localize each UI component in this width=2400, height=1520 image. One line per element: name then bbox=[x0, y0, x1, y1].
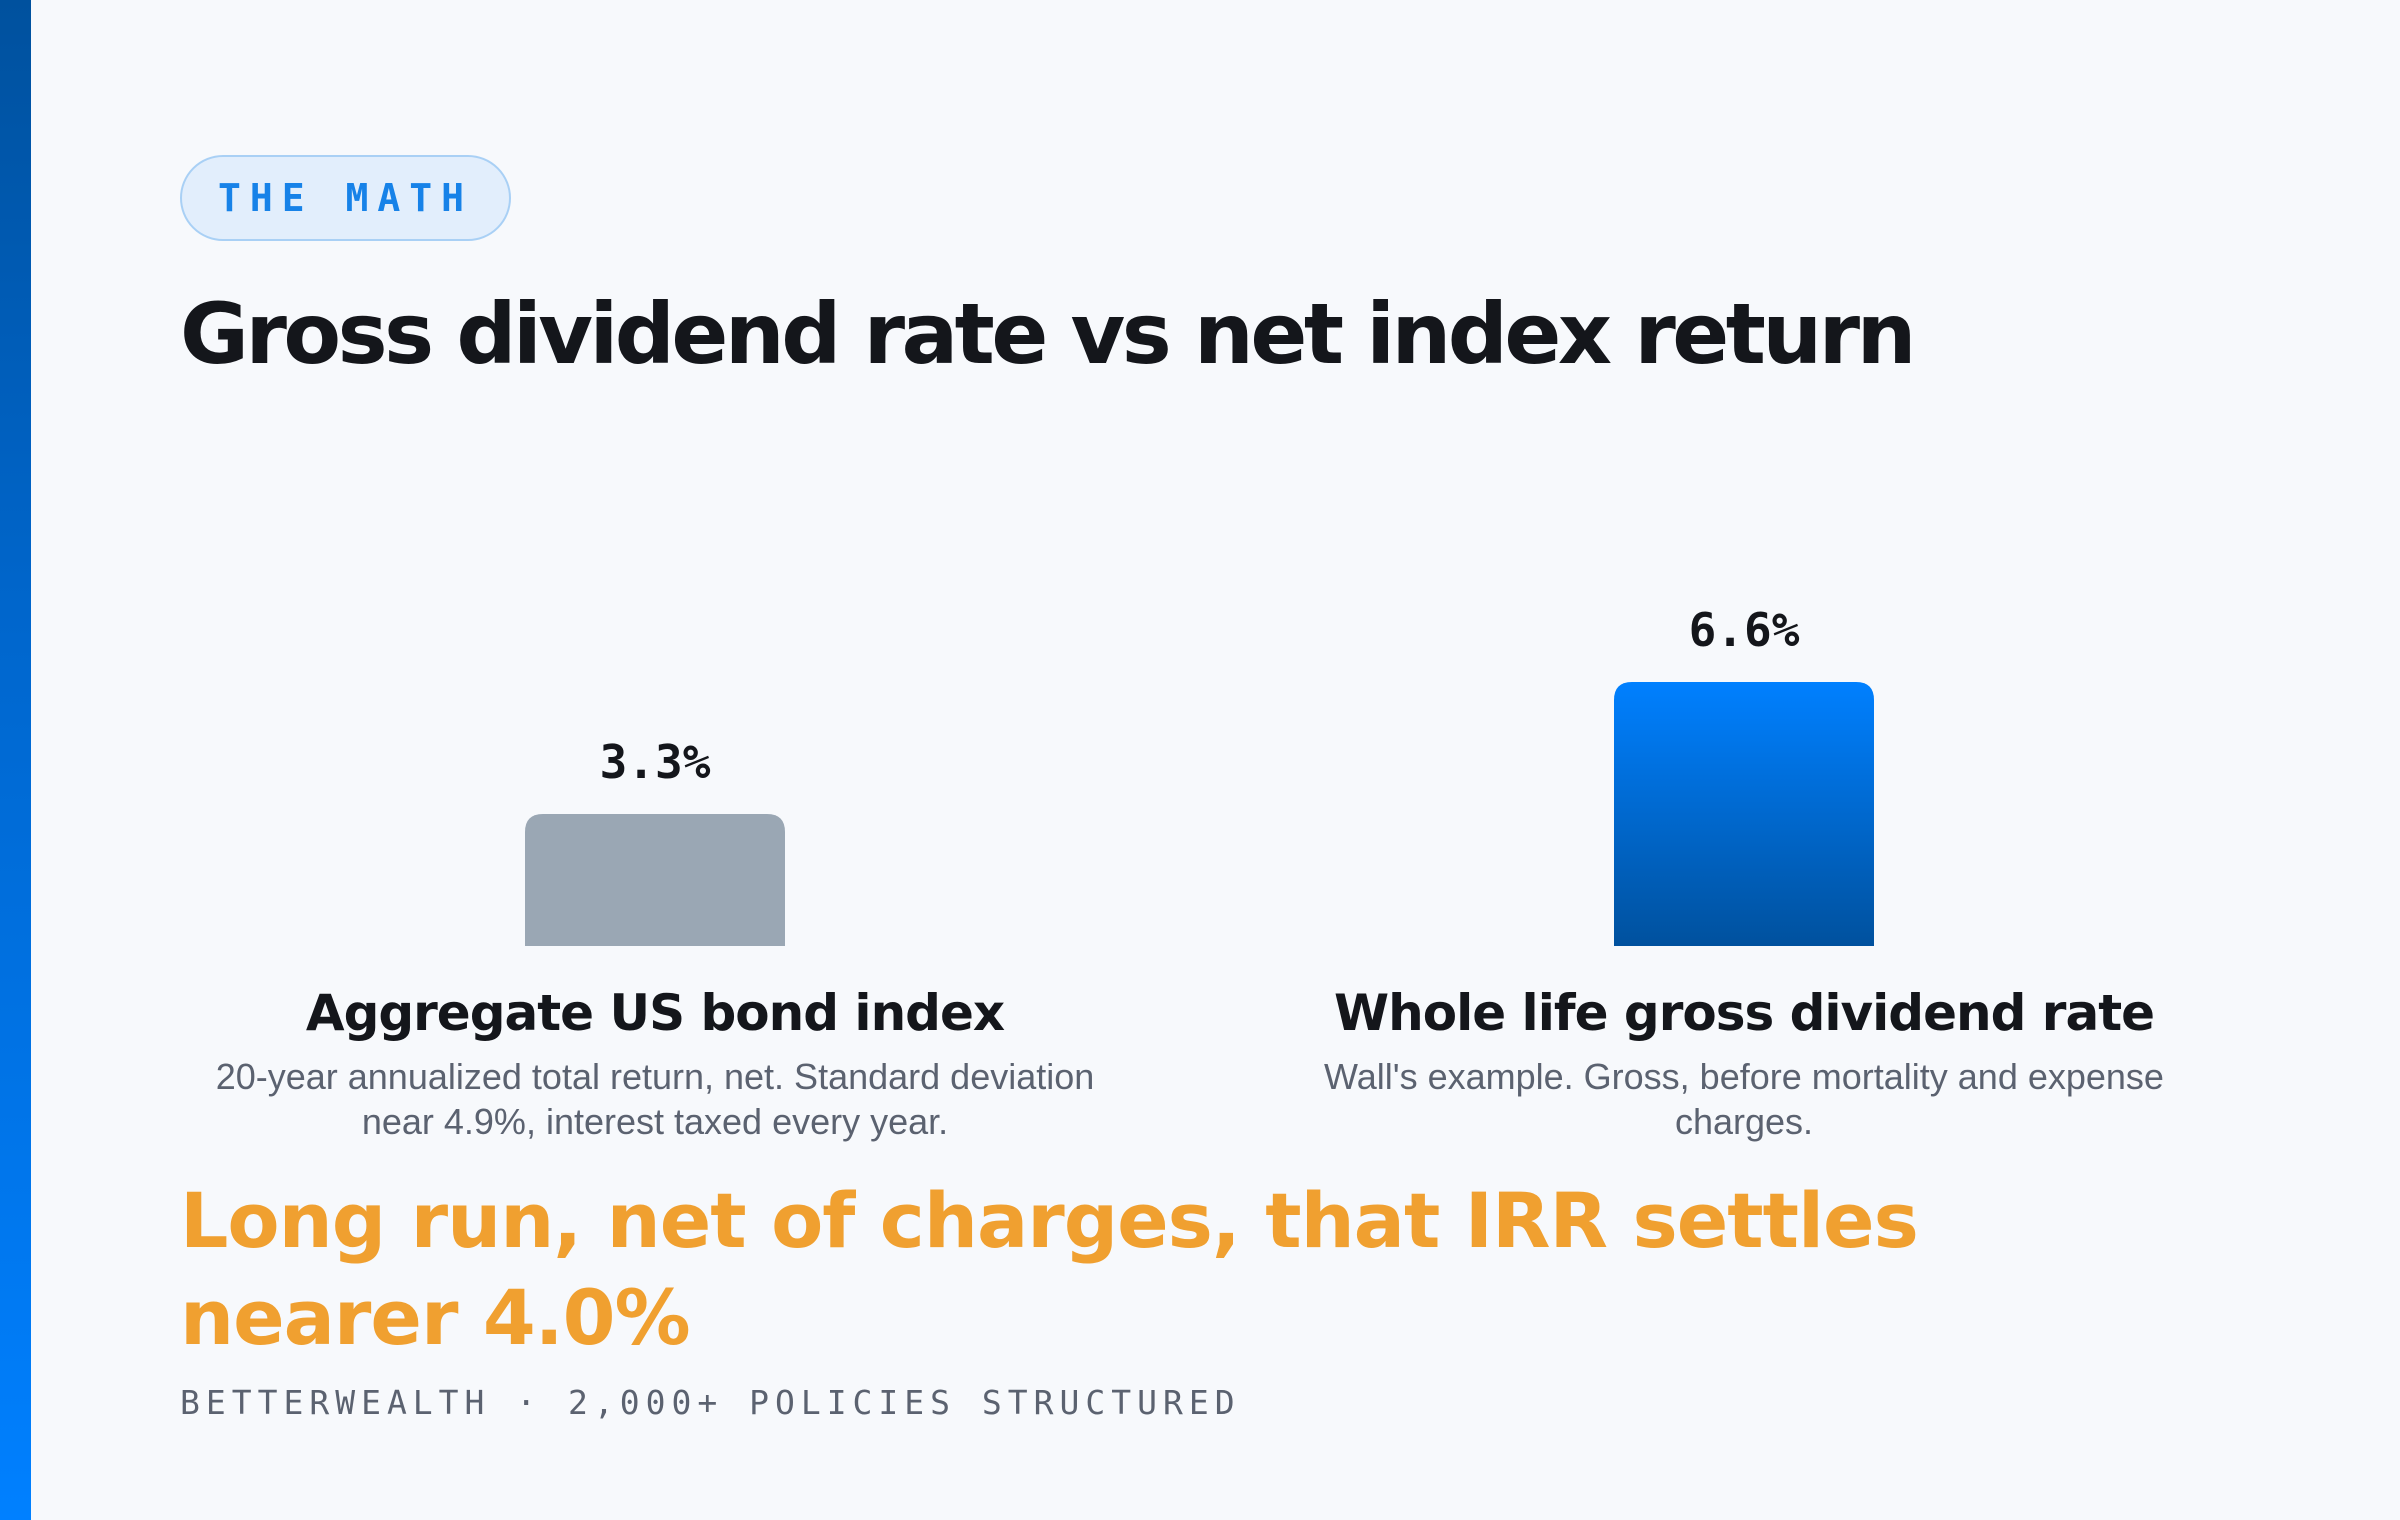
conclusion-text: Long run, net of charges, that IRR settl… bbox=[180, 1176, 1919, 1362]
value-label-dividend: 6.6% bbox=[1689, 603, 1800, 657]
value-label-bond: 3.3% bbox=[600, 735, 711, 789]
bar-dividend bbox=[1614, 682, 1874, 946]
footer-credit: BETTERWEALTH · 2,000+ POLICIES STRUCTURE… bbox=[180, 1383, 1241, 1422]
chart-title: Gross dividend rate vs net index return bbox=[180, 285, 1916, 383]
accent-bar bbox=[0, 0, 31, 1520]
bar-bond bbox=[525, 814, 785, 946]
section-tag: THE MATH bbox=[180, 155, 512, 241]
